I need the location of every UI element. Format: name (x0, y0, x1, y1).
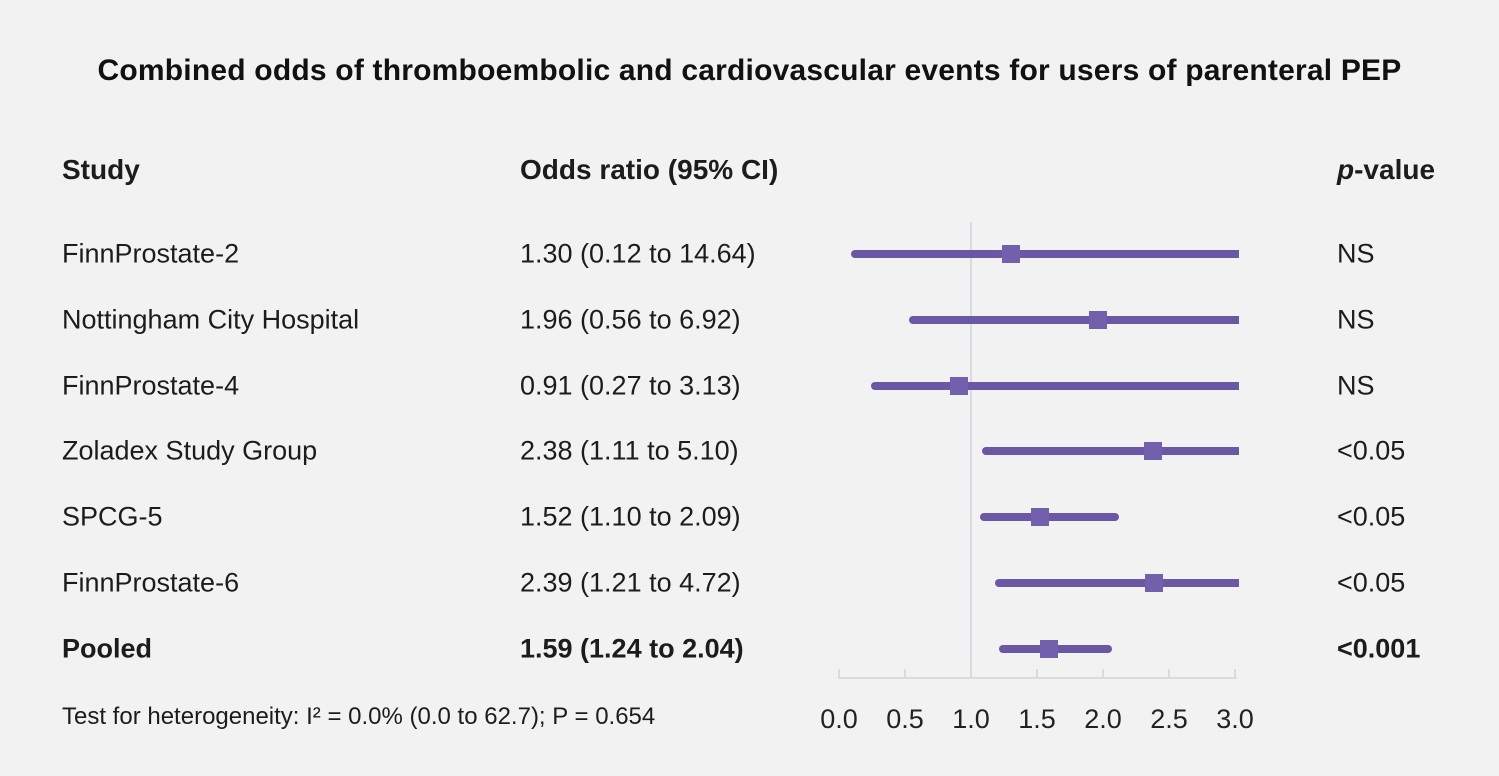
column-header-p-value: p-value (1337, 154, 1435, 186)
study-label: Zoladex Study Group (62, 435, 318, 466)
p-value-label: <0.001 (1337, 633, 1421, 664)
p-value-label: <0.05 (1337, 567, 1406, 598)
p-value-label: NS (1337, 238, 1375, 269)
study-label: FinnProstate-6 (62, 567, 240, 598)
column-header-study: Study (62, 154, 140, 185)
ci-line (980, 513, 1119, 522)
ci-line (994, 579, 1239, 587)
axis-tick-label: 0.0 (820, 704, 858, 734)
axis-tick (1168, 669, 1170, 679)
ci-line (850, 250, 1239, 258)
odds-ratio-label: 0.91 (0.27 to 3.13) (520, 370, 741, 401)
heterogeneity-note: Test for heterogeneity: I² = 0.0% (0.0 t… (62, 703, 656, 730)
odds-ratio-label: 1.52 (1.10 to 2.09) (520, 501, 741, 532)
axis-tick-label: 1.5 (1018, 704, 1056, 734)
odds-ratio-marker (1039, 639, 1058, 658)
ci-line (981, 447, 1239, 456)
odds-ratio-marker (1144, 442, 1163, 461)
p-value-label: <0.05 (1337, 435, 1406, 466)
axis-tick (904, 669, 906, 679)
axis-tick (1102, 669, 1104, 679)
odds-ratio-marker (1088, 310, 1107, 329)
ci-line (870, 381, 1239, 390)
p-value-header-italic-p: p (1337, 154, 1355, 185)
axis-tick (970, 669, 972, 679)
column-header-odds-ratio: Odds ratio (95% CI) (520, 154, 779, 185)
odds-ratio-label: 1.96 (0.56 to 6.92) (520, 304, 741, 335)
reference-line-at-1 (970, 222, 972, 679)
p-value-label: NS (1337, 370, 1375, 401)
chart-title: Combined odds of thromboembolic and card… (97, 54, 1402, 87)
study-label: SPCG-5 (62, 501, 163, 532)
study-label: Nottingham City Hospital (62, 304, 360, 335)
p-value-header-suffix: -value (1354, 154, 1436, 185)
odds-ratio-label: 2.38 (1.11 to 5.10) (520, 435, 739, 466)
axis-tick-label: 3.0 (1216, 704, 1254, 734)
axis-tick-label: 2.5 (1150, 704, 1188, 734)
study-label: FinnProstate-2 (62, 238, 240, 269)
study-label: FinnProstate-4 (62, 370, 240, 401)
p-value-label: NS (1337, 304, 1375, 335)
axis-tick-label: 2.0 (1084, 704, 1122, 734)
odds-ratio-marker (1145, 574, 1164, 592)
odds-ratio-marker (1001, 245, 1020, 263)
axis-tick (1036, 669, 1038, 679)
p-value-label: <0.05 (1337, 501, 1406, 532)
odds-ratio-label: 1.59 (1.24 to 2.04) (520, 633, 744, 664)
odds-ratio-label: 2.39 (1.21 to 4.72) (520, 567, 741, 598)
axis-tick (1234, 669, 1236, 679)
axis-tick-label: 0.5 (886, 704, 924, 734)
ci-line (908, 315, 1239, 324)
axis-tick-label: 1.0 (952, 704, 990, 734)
axis-tick (838, 669, 840, 679)
study-label: Pooled (62, 633, 153, 664)
odds-ratio-label: 1.30 (0.12 to 14.64) (520, 238, 756, 269)
odds-ratio-marker (1030, 508, 1049, 527)
odds-ratio-marker (950, 376, 969, 395)
